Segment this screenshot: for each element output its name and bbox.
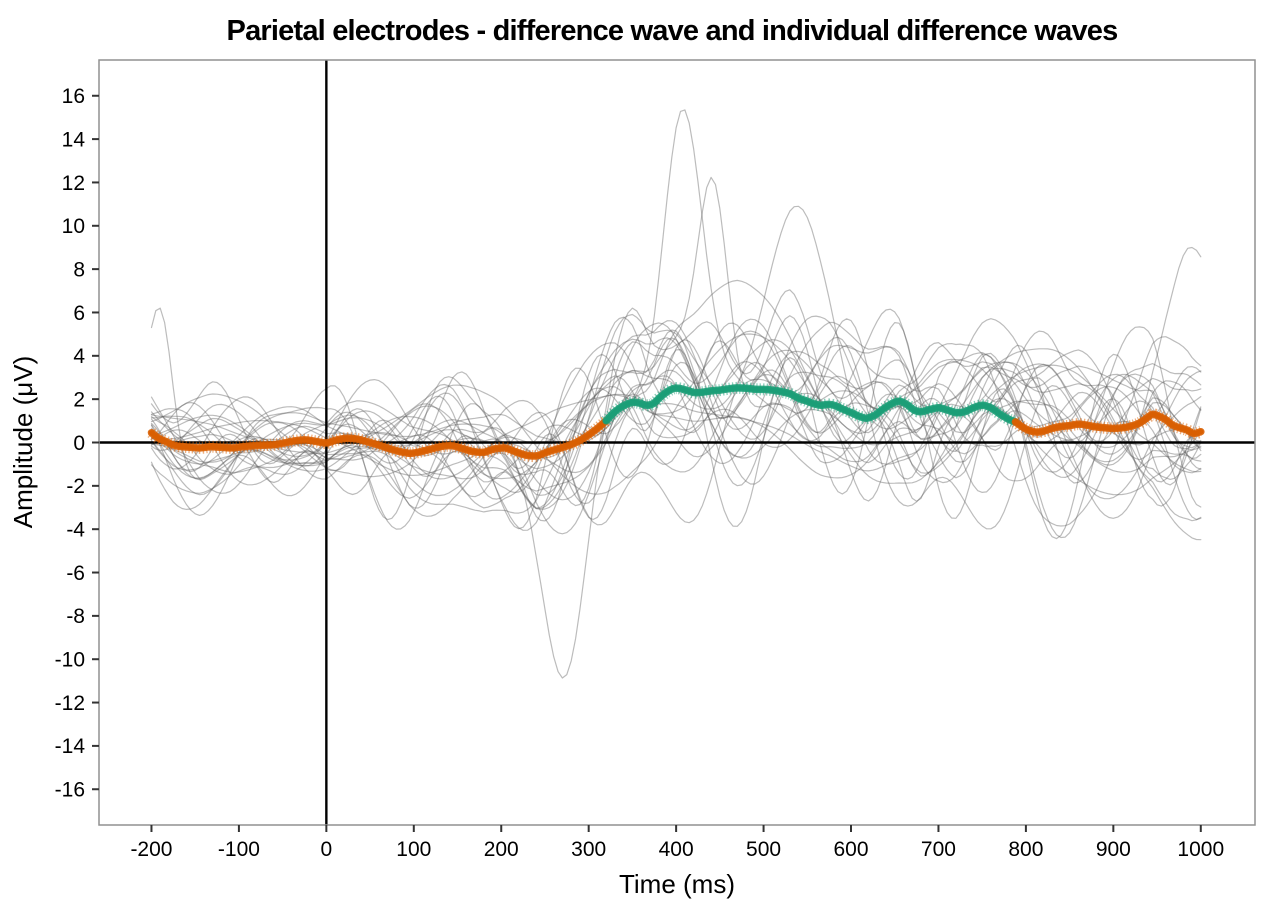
y-tick-label: 0 [73, 432, 85, 455]
y-tick-label: -4 [66, 519, 85, 542]
y-tick-label: -6 [66, 562, 85, 585]
mean-wave-segment-sig [603, 385, 1018, 425]
x-tick-label: 300 [571, 838, 606, 861]
y-axis: -16 -14 -12 -10 -8 -6 -4 -2 0 2 4 6 8 10 12 14 16 [55, 85, 99, 802]
plot-panel [98, 59, 1256, 826]
y-tick-label: -10 [55, 649, 85, 672]
x-axis-title: Time (ms) [619, 869, 735, 899]
x-tick-label: 500 [746, 838, 781, 861]
x-tick-label: 0 [321, 838, 333, 861]
x-tick-label: 200 [484, 838, 519, 861]
y-tick-label: 6 [73, 302, 85, 325]
y-axis-title: Amplitude (μV) [8, 356, 38, 528]
x-tick-label: -200 [130, 838, 172, 861]
x-tick-label: 100 [396, 838, 431, 861]
mean-difference-wave [147, 381, 1205, 463]
x-axis: -200 -100 0 100 200 300 400 500 600 700 800 900 1000 [130, 825, 1224, 861]
y-tick-label: -2 [66, 475, 85, 498]
mean-wave-segment-pre [149, 418, 609, 459]
y-tick-label: 4 [73, 345, 85, 368]
mean-wave-segment-post [1012, 411, 1204, 436]
x-tick-label: 400 [659, 838, 694, 861]
x-tick-label: 900 [1096, 838, 1131, 861]
y-tick-label: -16 [55, 779, 85, 802]
y-tick-label: -8 [66, 605, 85, 628]
x-tick-label: -100 [218, 838, 260, 861]
y-tick-label: 12 [62, 172, 85, 195]
x-tick-label: 700 [921, 838, 956, 861]
x-tick-label: 800 [1008, 838, 1043, 861]
x-tick-label: 600 [833, 838, 868, 861]
y-tick-label: -12 [55, 692, 85, 715]
x-tick-label: 1000 [1177, 838, 1224, 861]
y-tick-label: 2 [73, 389, 85, 412]
chart-title: Parietal electrodes - difference wave an… [227, 15, 1118, 47]
y-tick-label: -14 [55, 735, 86, 758]
y-tick-label: 10 [62, 215, 85, 238]
y-tick-label: 16 [62, 85, 85, 108]
y-tick-label: 8 [73, 258, 85, 281]
y-tick-label: 14 [62, 128, 86, 151]
